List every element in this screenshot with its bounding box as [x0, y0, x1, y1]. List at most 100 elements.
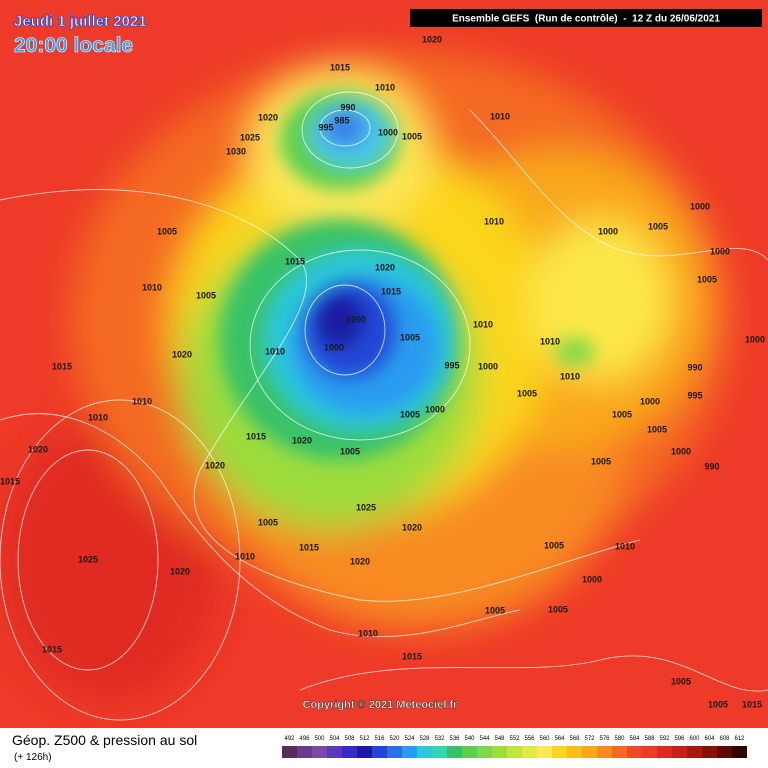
- isobar-label: 1005: [157, 226, 177, 236]
- isobar-label: 1020: [422, 34, 442, 44]
- isobar-label: 1000: [640, 396, 660, 406]
- scale-label: 508: [344, 736, 355, 742]
- color-scale: 492 496 500 504 508 512 516 520 524 528 532 536 540 5…: [282, 736, 747, 758]
- field: [0, 0, 768, 728]
- isobar-label: 1000: [745, 334, 765, 344]
- isobar-label: 1010: [132, 396, 152, 406]
- isobar-label: 1010: [358, 628, 378, 638]
- scale-swatch: [582, 746, 597, 758]
- isobar-label: 1025: [240, 132, 260, 142]
- scale-label: 504: [329, 736, 340, 742]
- scale-swatch: [372, 746, 387, 758]
- isobar-label: 1005: [612, 409, 632, 419]
- scale-swatch: [627, 746, 642, 758]
- scale-label: 552: [509, 736, 520, 742]
- scale-label: 512: [359, 736, 370, 742]
- scale-swatch: [462, 746, 477, 758]
- isobar-label: 1020: [172, 349, 192, 359]
- scale-label: 592: [659, 736, 670, 742]
- isobar-label: 1030: [226, 146, 246, 156]
- isobar-label: 1010: [484, 216, 504, 226]
- isobar-label: 1015: [246, 431, 266, 441]
- isobar-label: 1000: [425, 404, 445, 414]
- scale-swatch: [567, 746, 582, 758]
- scale-swatch: [312, 746, 327, 758]
- isobar-label: 1015: [330, 62, 350, 72]
- isobar-label: 1005: [485, 605, 505, 615]
- scale-label: 540: [464, 736, 475, 742]
- scale-label: 556: [524, 736, 535, 742]
- isobar-label: 1010: [265, 346, 285, 356]
- isobar-label: 1000: [378, 127, 398, 137]
- isobar-label: 1010: [473, 319, 493, 329]
- model-info: Ensemble GEFS (Run de contrôle) - 12 Z d…: [452, 14, 720, 25]
- isobar-label: 1015: [402, 651, 422, 661]
- scale-swatch: [642, 746, 657, 758]
- scale-label: 528: [419, 736, 430, 742]
- scale-swatch: [432, 746, 447, 758]
- isobar-label: 995: [687, 390, 702, 400]
- scale-label: 580: [614, 736, 625, 742]
- isobar-label: 1015: [52, 361, 72, 371]
- scale-swatch: [447, 746, 462, 758]
- scale-swatch: [732, 746, 747, 758]
- isobar-label: 1000: [582, 574, 602, 584]
- isobar-label: 1020: [292, 435, 312, 445]
- scale-swatch: [687, 746, 702, 758]
- scale-swatch: [702, 746, 717, 758]
- scale-label: 560: [539, 736, 550, 742]
- scale-label: 564: [554, 736, 565, 742]
- scale-label: 544: [479, 736, 490, 742]
- isobar-label: 1020: [170, 566, 190, 576]
- scale-swatch: [327, 746, 342, 758]
- scale-label: 576: [599, 736, 610, 742]
- isobar-label: 1000: [324, 342, 344, 352]
- scale-swatch: [672, 746, 687, 758]
- isobars: [0, 91, 768, 721]
- isobar-label: 1015: [42, 644, 62, 654]
- isobar-label: 1025: [356, 502, 376, 512]
- isobar-label: 1000: [671, 446, 691, 456]
- scale-swatch: [357, 746, 372, 758]
- date: Jeudi 1 juillet 2021: [14, 13, 147, 30]
- isobar-label: 1010: [235, 551, 255, 561]
- scale-label: 600: [689, 736, 700, 742]
- scale-label: 584: [629, 736, 640, 742]
- isobar-label: 1005: [591, 456, 611, 466]
- isobar-label: 1010: [375, 82, 395, 92]
- scale-label: 572: [584, 736, 595, 742]
- isobar-label: 1010: [490, 111, 510, 121]
- local-time: 20:00 locale: [14, 34, 133, 57]
- scale-swatch: [507, 746, 522, 758]
- isobar-label: 985: [334, 115, 349, 125]
- isobar-label: 1005: [544, 540, 564, 550]
- copyright: Copyright © 2021 Meteociel.fr: [303, 699, 459, 711]
- isobar-label: 1010: [540, 336, 560, 346]
- scale-swatch: [387, 746, 402, 758]
- scale-label: 536: [449, 736, 460, 742]
- isobar-label: 1000: [478, 361, 498, 371]
- scale-label: 500: [314, 736, 325, 742]
- scale-swatch: [492, 746, 507, 758]
- scale-swatch: [522, 746, 537, 758]
- isobar-label: 1005: [400, 332, 420, 342]
- isobar-label: 1020: [28, 444, 48, 454]
- scale-swatch: [282, 746, 297, 758]
- isobar-label: 995: [318, 122, 333, 132]
- isobar-label: 995: [444, 360, 459, 370]
- isobar-label: 1010: [88, 412, 108, 422]
- isobar-label: 1020: [375, 262, 395, 272]
- scale-label: 496: [299, 736, 310, 742]
- isobar-label: 1020: [205, 460, 225, 470]
- isobar-label: 1000: [690, 201, 710, 211]
- scale-label: 612: [734, 736, 745, 742]
- isobar-label: 1005: [196, 290, 216, 300]
- scale-label: 492: [284, 736, 295, 742]
- isobar-label: 1015: [381, 286, 401, 296]
- scale-swatch: [402, 746, 417, 758]
- isobar-label: 1010: [142, 282, 162, 292]
- scale-label: 596: [674, 736, 685, 742]
- isobar-label: 1020: [350, 556, 370, 566]
